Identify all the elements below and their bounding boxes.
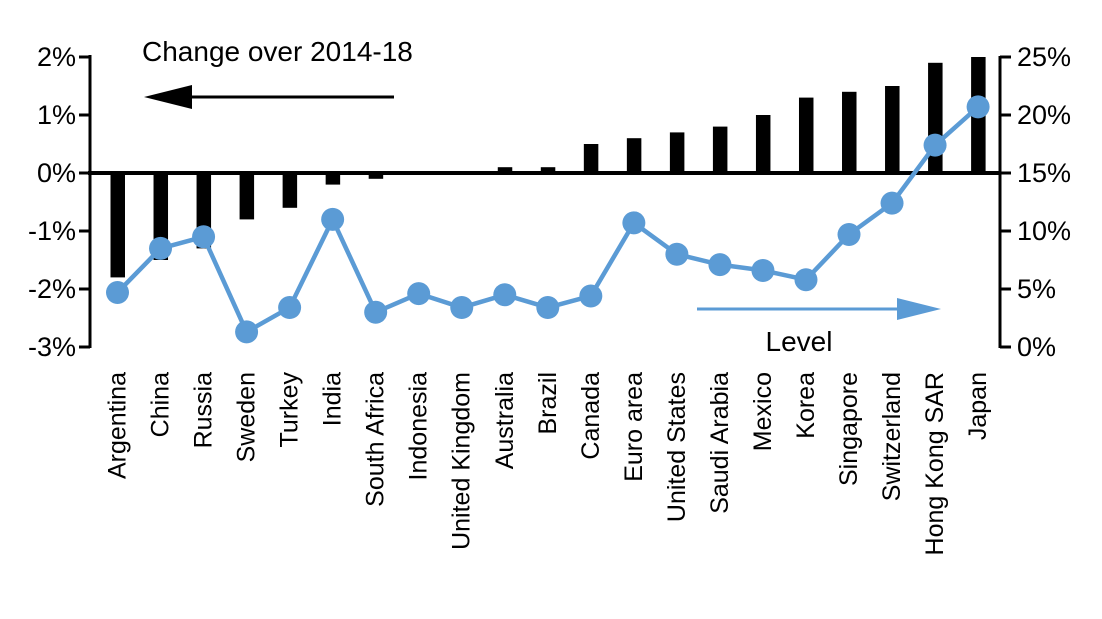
point-indonesia [407, 282, 431, 306]
right-series-annotation: Level [697, 298, 941, 357]
bar-korea [798, 97, 814, 173]
point-south-africa [364, 300, 388, 324]
point-united-states [665, 242, 689, 266]
point-korea [794, 268, 818, 292]
bar-united-states [669, 132, 685, 173]
xlabel-hong-kong-sar: Hong Kong SAR [921, 372, 949, 555]
point-mexico [751, 258, 775, 282]
left-arrow-icon [144, 85, 192, 109]
bar-india [325, 173, 341, 185]
left-series-annotation: Change over 2014-18 [142, 36, 413, 109]
point-sweden [235, 320, 259, 344]
bar-south-africa [368, 173, 384, 179]
left-series-title: Change over 2014-18 [142, 36, 413, 67]
bar-switzerland [885, 86, 900, 173]
xlabel-australia: Australia [491, 372, 519, 469]
right-series-title: Level [766, 326, 833, 357]
point-australia [493, 283, 517, 307]
bar-singapore [842, 91, 857, 173]
line-series [106, 95, 990, 344]
xlabel-brazil: Brazil [534, 372, 562, 435]
bar-turkey [282, 173, 298, 208]
xlabel-singapore: Singapore [835, 372, 863, 486]
xlabel-mexico: Mexico [749, 372, 777, 451]
right-axis-tick-label: 20% [1017, 100, 1071, 130]
point-russia [192, 225, 216, 249]
right-axis: 25% 20% 15% 10% 5% 0% [1000, 42, 1071, 362]
right-axis-tick-label: 10% [1017, 216, 1071, 246]
point-hong-kong-sar [923, 133, 947, 157]
right-axis-tick-label: 5% [1017, 274, 1056, 304]
point-canada [579, 284, 603, 308]
left-axis-tick-label: 1% [37, 100, 76, 130]
point-united-kingdom [450, 296, 474, 320]
xlabel-argentina: Argentina [104, 372, 132, 479]
left-axis-tick-label: 0% [37, 158, 76, 188]
xlabel-sweden: Sweden [233, 372, 261, 462]
xlabel-indonesia: Indonesia [405, 372, 433, 481]
xlabel-canada: Canada [577, 372, 605, 460]
x-axis-labels: Argentina China Russia Sweden Turkey India Sou… [104, 372, 993, 556]
bar-euro-area [626, 138, 642, 173]
right-arrow-icon [897, 298, 941, 320]
xlabel-india: India [319, 372, 347, 426]
xlabel-saudi-arabia: Saudi Arabia [706, 372, 734, 514]
left-axis-tick-label: -3% [28, 332, 76, 362]
right-axis-tick-label: 25% [1017, 42, 1071, 72]
bar-argentina [110, 173, 125, 278]
point-singapore [837, 222, 861, 246]
point-india [321, 207, 345, 231]
bar-sweden [239, 173, 255, 220]
left-axis-tick-label: 2% [37, 42, 76, 72]
point-saudi-arabia [708, 253, 732, 277]
right-axis-tick-label: 0% [1017, 332, 1056, 362]
xlabel-united-kingdom: United Kingdom [448, 372, 476, 550]
xlabel-euro-area: Euro area [620, 372, 648, 482]
xlabel-switzerland: Switzerland [878, 372, 906, 501]
point-argentina [106, 280, 129, 304]
point-china [149, 236, 173, 260]
point-switzerland [880, 191, 904, 215]
xlabel-south-africa: South Africa [362, 372, 390, 507]
point-japan [966, 95, 990, 119]
xlabel-japan: Japan [964, 372, 992, 440]
bar-canada [583, 144, 599, 173]
bar-saudi-arabia [712, 126, 728, 173]
xlabel-turkey: Turkey [276, 372, 304, 448]
left-axis: 2% 1% 0% -1% -2% -3% [28, 42, 90, 362]
xlabel-united-states: United States [663, 372, 691, 522]
xlabel-russia: Russia [190, 372, 218, 449]
point-euro-area [622, 211, 646, 235]
right-axis-tick-label: 15% [1017, 158, 1071, 188]
bar-brazil [540, 167, 556, 173]
point-brazil [536, 296, 560, 320]
bar-mexico [755, 115, 771, 173]
xlabel-china: China [147, 372, 175, 437]
left-axis-tick-label: -1% [28, 216, 76, 246]
bar-australia [497, 167, 513, 173]
xlabel-korea: Korea [792, 372, 820, 439]
left-axis-tick-label: -2% [28, 274, 76, 304]
point-turkey [278, 296, 302, 320]
